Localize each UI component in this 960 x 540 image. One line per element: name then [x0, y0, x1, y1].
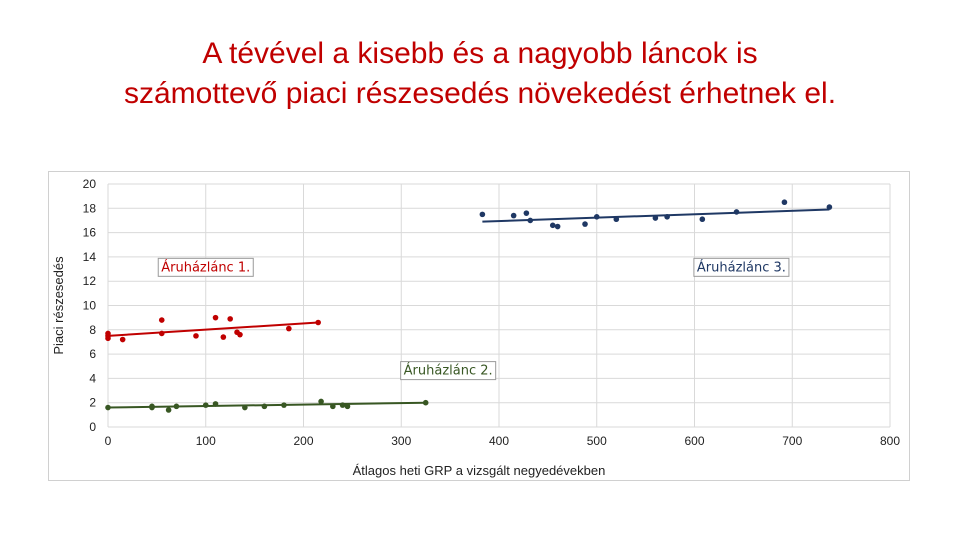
- y-tick-label: 16: [83, 226, 97, 240]
- x-tick-label: 300: [391, 434, 411, 448]
- x-tick-label: 0: [105, 434, 112, 448]
- x-tick-label: 200: [293, 434, 313, 448]
- y-tick-label: 0: [89, 420, 96, 434]
- data-point-series-2: [261, 403, 268, 410]
- annotation-label: Áruházlánc 1.: [161, 259, 250, 275]
- annotation-box: [400, 361, 497, 381]
- data-point-series-3: [699, 216, 706, 223]
- x-tick-label: 600: [684, 434, 704, 448]
- data-point-series-1: [212, 314, 219, 321]
- x-tick-label: 500: [587, 434, 607, 448]
- annotation-box: [693, 257, 790, 277]
- series-annotation: Áruházlánc 1.: [157, 257, 254, 277]
- data-point-series-3: [781, 199, 788, 206]
- data-point-series-1: [158, 317, 165, 323]
- data-point-series-1: [286, 325, 292, 332]
- data-point-series-2: [165, 407, 172, 413]
- data-point-series-2: [212, 401, 219, 407]
- data-point-series-3: [523, 210, 530, 216]
- data-point-series-1: [119, 336, 126, 343]
- data-point-series-2: [318, 398, 324, 405]
- y-tick-label: 12: [83, 274, 97, 288]
- y-tick-label: 6: [89, 347, 96, 361]
- annotation-label: Áruházlánc 3.: [697, 259, 786, 275]
- data-point-series-3: [527, 217, 534, 224]
- data-point-series-3: [826, 204, 833, 210]
- annotation-label: Áruházlánc 2.: [404, 363, 493, 379]
- data-point-series-3: [510, 212, 517, 219]
- data-points: [105, 199, 833, 413]
- series-annotations: Áruházlánc 1. Áruházlánc 2. Áruházlánc 3.: [157, 257, 790, 381]
- y-tick-label: 8: [89, 323, 96, 337]
- y-tick-label: 2: [89, 396, 96, 410]
- y-axis-title: Piaci részesedés: [51, 256, 66, 355]
- data-point-series-3: [582, 221, 588, 227]
- y-tick-label: 10: [83, 299, 97, 313]
- y-tick-label: 20: [83, 177, 97, 191]
- data-point-series-2: [422, 399, 429, 406]
- trend-line-series-1: [107, 321, 319, 337]
- x-tick-label: 700: [782, 434, 802, 448]
- data-point-series-1: [237, 331, 243, 338]
- data-point-series-2: [173, 403, 180, 410]
- data-point-series-1: [220, 334, 227, 340]
- slide-title-line-2: számottevő piaci részesedés növekedést é…: [123, 77, 837, 110]
- data-point-series-2: [202, 402, 209, 408]
- data-point-series-2: [242, 404, 248, 411]
- x-tick-label: 800: [880, 434, 900, 448]
- data-point-series-2: [281, 402, 287, 408]
- data-point-series-2: [105, 404, 111, 411]
- series-annotation: Áruházlánc 3.: [693, 257, 790, 277]
- annotation-box: [157, 257, 254, 277]
- x-tick-label: 400: [489, 434, 509, 448]
- data-point-series-3: [593, 214, 600, 220]
- data-point-series-2: [330, 403, 336, 410]
- data-point-series-3: [554, 223, 561, 230]
- y-tick-label: 14: [83, 250, 97, 264]
- data-point-series-1: [105, 333, 111, 339]
- data-point-series-3: [664, 214, 670, 220]
- y-tick-label: 4: [89, 371, 96, 385]
- slide-title-line-1: A tévével a kisebb és a nagyobb láncok i…: [202, 37, 758, 70]
- data-point-series-2: [344, 403, 351, 410]
- grid-layer: [107, 183, 891, 428]
- data-point-series-1: [193, 333, 199, 339]
- data-point-series-1: [227, 316, 233, 322]
- data-point-series-1: [315, 319, 321, 326]
- x-axis-title: Átlagos heti GRP a vizsgált negyedévekbe…: [353, 463, 606, 478]
- data-point-series-3: [549, 222, 556, 229]
- data-point-series-3: [613, 216, 620, 223]
- y-tick-label: 18: [83, 201, 97, 215]
- data-point-series-1: [158, 330, 165, 337]
- data-point-series-2: [149, 403, 155, 410]
- x-tick-label: 100: [196, 434, 216, 448]
- data-point-series-3: [652, 215, 659, 221]
- data-point-series-3: [733, 209, 740, 215]
- slide-title: A tévével a kisebb és a nagyobb láncok i…: [0, 34, 960, 114]
- chart-frame: 0 2 4 6 8 10 12 14 16 18 20 0 100 200 300 400 500 600 700 8…: [48, 171, 910, 481]
- series-annotation: Áruházlánc 2.: [400, 361, 497, 381]
- data-point-series-2: [339, 402, 346, 408]
- data-point-series-3: [479, 211, 486, 218]
